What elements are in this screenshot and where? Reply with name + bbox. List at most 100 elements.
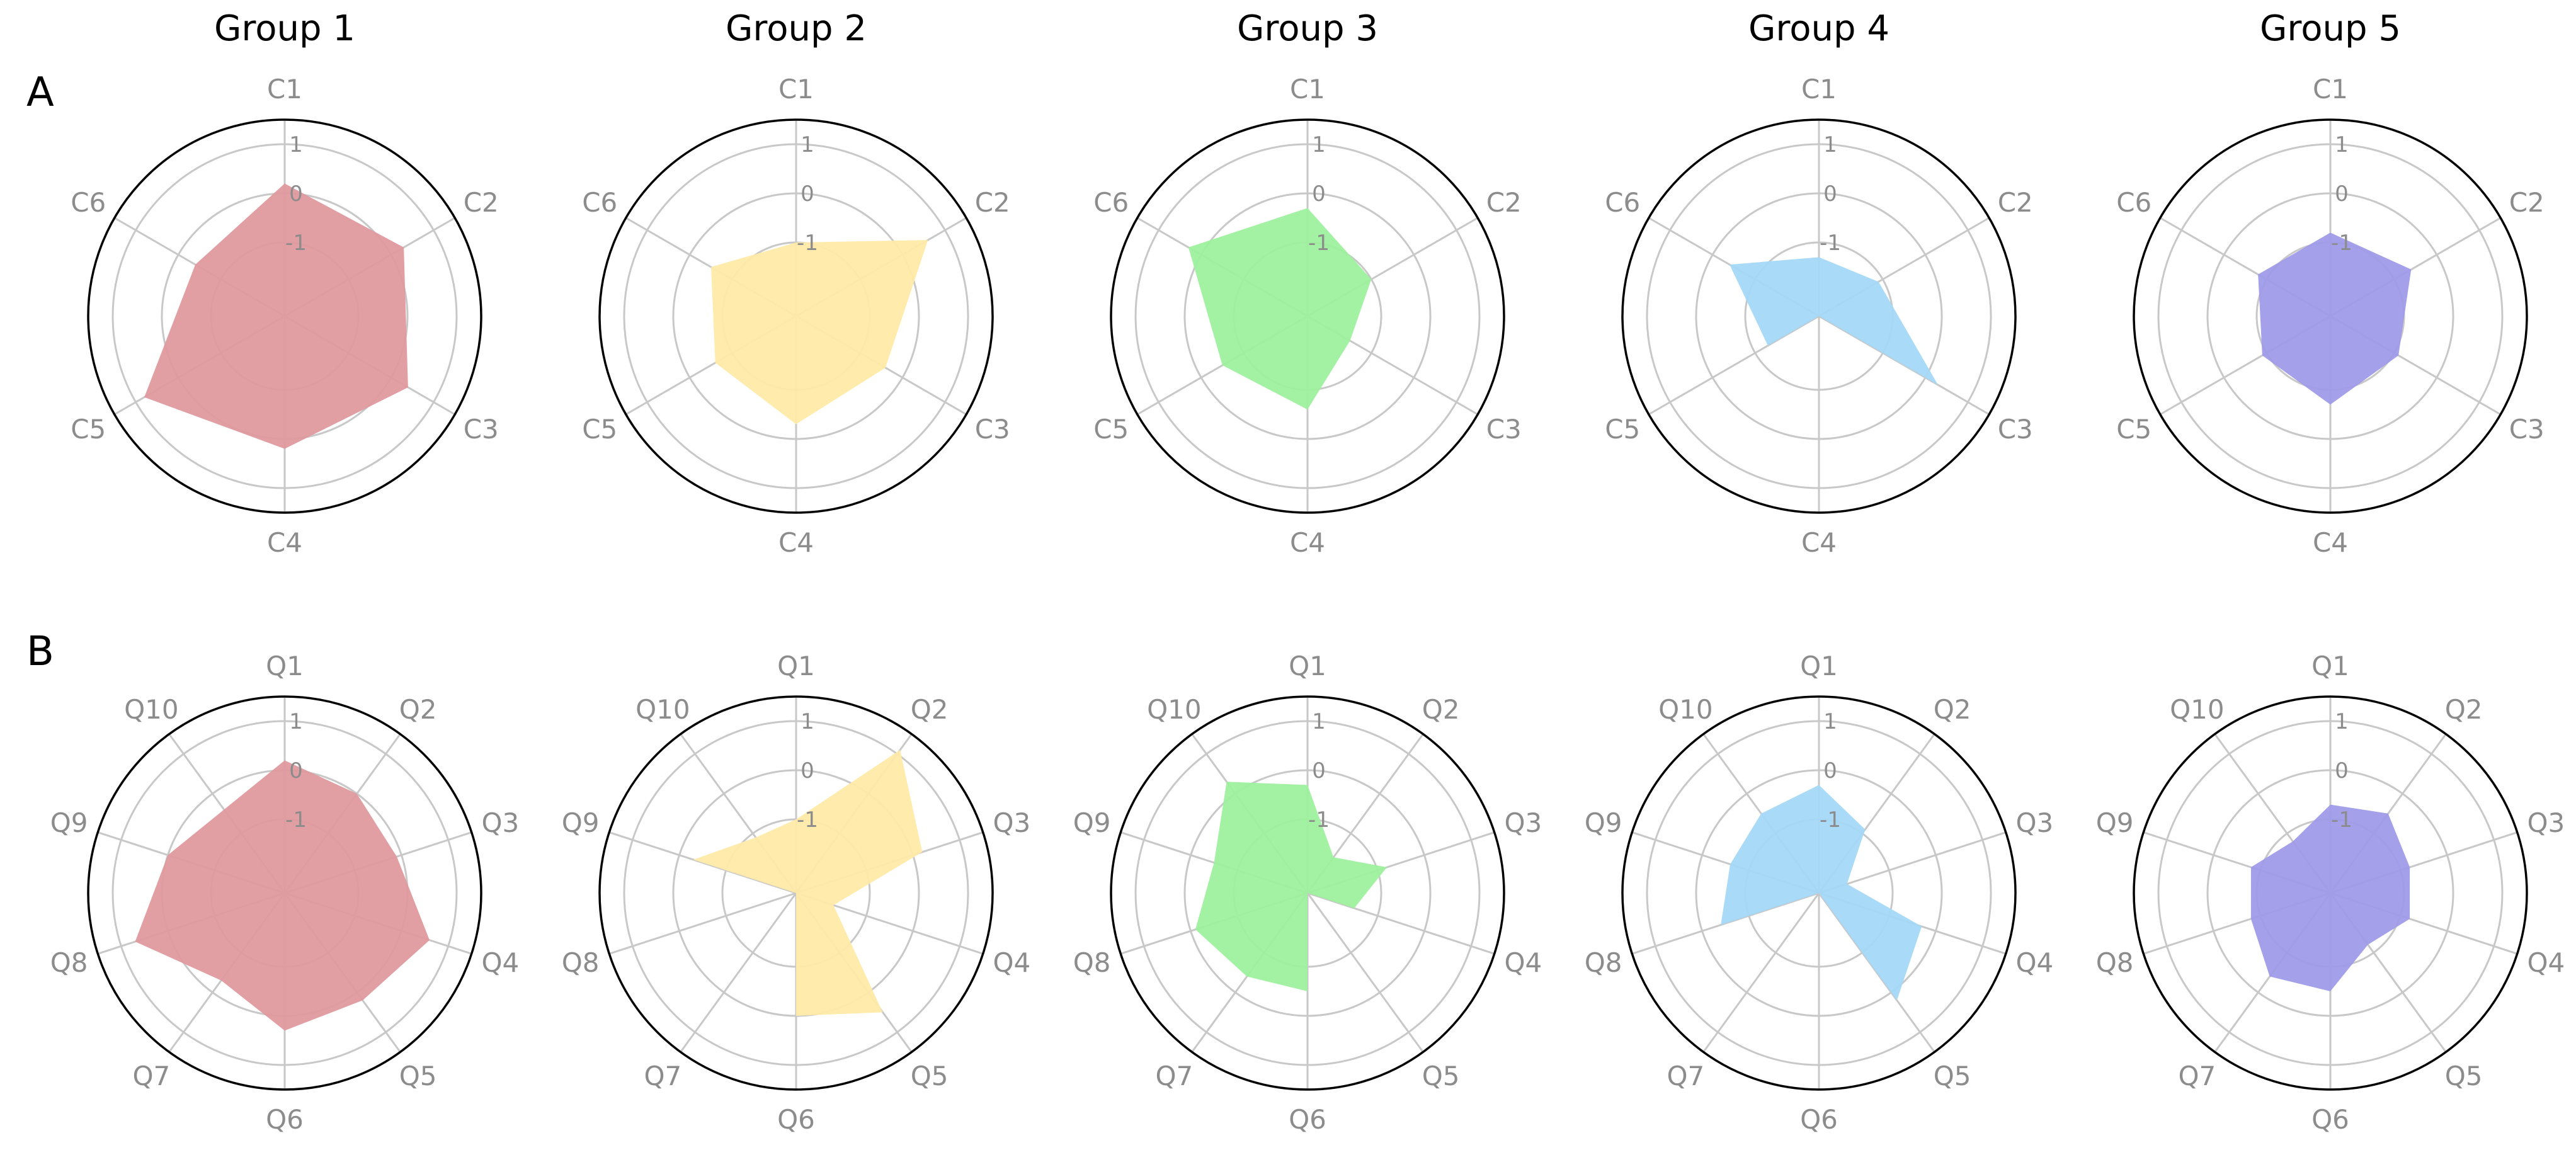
radar-panel-b-group-2: 1 0 -1 Q1 Q2 Q3 Q4 Q5 Q6 Q7 Q8 Q9 Q10 xyxy=(562,651,1031,1135)
axis-label-q4: Q4 xyxy=(993,947,1030,978)
axis-label-q3: Q3 xyxy=(2015,807,2053,838)
axis-label-c3: C3 xyxy=(2509,414,2545,445)
axis-label-c1: C1 xyxy=(1290,74,1325,105)
spoke xyxy=(1702,892,1820,1053)
tick-label: -1 xyxy=(2331,231,2352,256)
axis-label-c5: C5 xyxy=(1093,414,1129,445)
series-polygon xyxy=(710,240,928,424)
axis-label-c4: C4 xyxy=(1290,527,1325,558)
panel-label-a: A xyxy=(26,69,54,116)
axis-label-q4: Q4 xyxy=(1504,947,1542,978)
series-polygon xyxy=(1188,208,1372,410)
axis-label-c2: C2 xyxy=(1486,187,1522,218)
tick-label: 0 xyxy=(1823,758,1837,783)
axis-label-q6: Q6 xyxy=(777,1104,815,1135)
radar-panel-b-group-4: 1 0 -1 Q1 Q2 Q3 Q4 Q5 Q6 Q7 Q8 Q9 Q10 xyxy=(1585,651,2054,1135)
axis-label-q7: Q7 xyxy=(644,1061,682,1091)
axis-label-q7: Q7 xyxy=(1156,1061,1194,1091)
axis-label-c1: C1 xyxy=(2313,74,2348,105)
axis-label-c3: C3 xyxy=(975,414,1010,445)
tick-label: 0 xyxy=(2335,181,2349,207)
axis-label-q8: Q8 xyxy=(1585,947,1622,978)
axis-label-c5: C5 xyxy=(1605,414,1640,445)
outer-frame xyxy=(2133,118,2528,514)
spoke xyxy=(1648,315,1820,416)
spoke xyxy=(1631,892,1820,955)
tick-label: 1 xyxy=(2335,709,2349,734)
axis-label-q5: Q5 xyxy=(2445,1061,2483,1091)
outer-frame xyxy=(1110,118,1505,514)
group-title-4: Group 4 xyxy=(1748,8,1889,49)
axis-label-q7: Q7 xyxy=(2179,1061,2216,1091)
axis-label-q8: Q8 xyxy=(50,947,88,978)
tick-label: 1 xyxy=(1312,709,1326,734)
radar-panel-a-group-3: 1 0 -1 C1 C2 C3 C4 C5 C6 xyxy=(1093,74,1522,558)
axis-label-q4: Q4 xyxy=(2527,947,2565,978)
radar-panel-b-group-5: 1 0 -1 Q1 Q2 Q3 Q4 Q5 Q6 Q7 Q8 Q9 Q10 xyxy=(2096,651,2565,1135)
axis-label-q3: Q3 xyxy=(993,807,1030,838)
axis-label-q1: Q1 xyxy=(1289,651,1326,681)
axis-label-q8: Q8 xyxy=(562,947,600,978)
axis-label-q3: Q3 xyxy=(481,807,519,838)
series-polygon xyxy=(135,760,430,1031)
series-polygon xyxy=(2258,232,2412,405)
axis-label-q9: Q9 xyxy=(1073,807,1111,838)
group-title-2: Group 2 xyxy=(726,8,867,49)
tick-label: -1 xyxy=(1820,807,1841,833)
tick-label: 0 xyxy=(289,181,303,207)
axis-label-q5: Q5 xyxy=(1422,1061,1460,1091)
outer-frame xyxy=(87,695,482,1091)
tick-label: 1 xyxy=(801,132,814,157)
axis-label-q2: Q2 xyxy=(911,694,949,725)
outer-frame xyxy=(1621,118,2017,514)
series-polygon xyxy=(693,749,923,1016)
axis-label-q7: Q7 xyxy=(133,1061,171,1091)
axis-label-c2: C2 xyxy=(464,187,499,218)
axis-label-c5: C5 xyxy=(2116,414,2151,445)
axis-label-q9: Q9 xyxy=(2096,807,2134,838)
axis-label-q5: Q5 xyxy=(911,1061,949,1091)
tick-label: 0 xyxy=(1312,758,1326,783)
tick-label: -1 xyxy=(2331,807,2352,833)
group-title-1: Group 1 xyxy=(214,8,355,49)
outer-frame xyxy=(2133,695,2528,1091)
radar-panel-b-group-3: 1 0 -1 Q1 Q2 Q3 Q4 Q5 Q6 Q7 Q8 Q9 Q10 xyxy=(1073,651,1542,1135)
tick-label: -1 xyxy=(1308,231,1330,256)
spoke xyxy=(1818,831,2007,894)
series-polygon xyxy=(144,183,408,449)
axis-label-c6: C6 xyxy=(1605,187,1640,218)
axis-label-q8: Q8 xyxy=(1073,947,1111,978)
axis-label-q6: Q6 xyxy=(1289,1104,1326,1135)
panel-label-b: B xyxy=(26,629,54,675)
tick-label: 0 xyxy=(289,758,303,783)
axis-label-q1: Q1 xyxy=(266,651,304,681)
axis-label-q2: Q2 xyxy=(1422,694,1460,725)
axis-label-q6: Q6 xyxy=(266,1104,304,1135)
outer-frame xyxy=(87,118,482,514)
tick-label: -1 xyxy=(1820,231,1841,256)
axis-label-q1: Q1 xyxy=(2311,651,2349,681)
axis-label-q6: Q6 xyxy=(2311,1104,2349,1135)
outer-frame xyxy=(598,118,994,514)
group-title-5: Group 5 xyxy=(2260,8,2401,49)
axis-label-q1: Q1 xyxy=(1800,651,1838,681)
axis-label-c6: C6 xyxy=(1093,187,1129,218)
axis-label-q4: Q4 xyxy=(481,947,519,978)
spoke xyxy=(680,892,797,1053)
axis-label-c6: C6 xyxy=(2116,187,2151,218)
axis-label-q1: Q1 xyxy=(777,651,815,681)
axis-label-c1: C1 xyxy=(1801,74,1837,105)
axis-label-q9: Q9 xyxy=(562,807,600,838)
tick-label: 0 xyxy=(2335,758,2349,783)
spoke xyxy=(1306,892,1424,1053)
tick-label: 0 xyxy=(801,181,814,207)
axis-label-q6: Q6 xyxy=(1800,1104,1838,1135)
series-polygon xyxy=(1721,785,1922,1001)
tick-label: -1 xyxy=(797,807,818,833)
series-polygon xyxy=(1730,257,1939,385)
tick-label: 0 xyxy=(801,758,814,783)
tick-label: -1 xyxy=(1308,807,1330,833)
outer-frame xyxy=(598,695,994,1091)
tick-label: 1 xyxy=(1312,132,1326,157)
